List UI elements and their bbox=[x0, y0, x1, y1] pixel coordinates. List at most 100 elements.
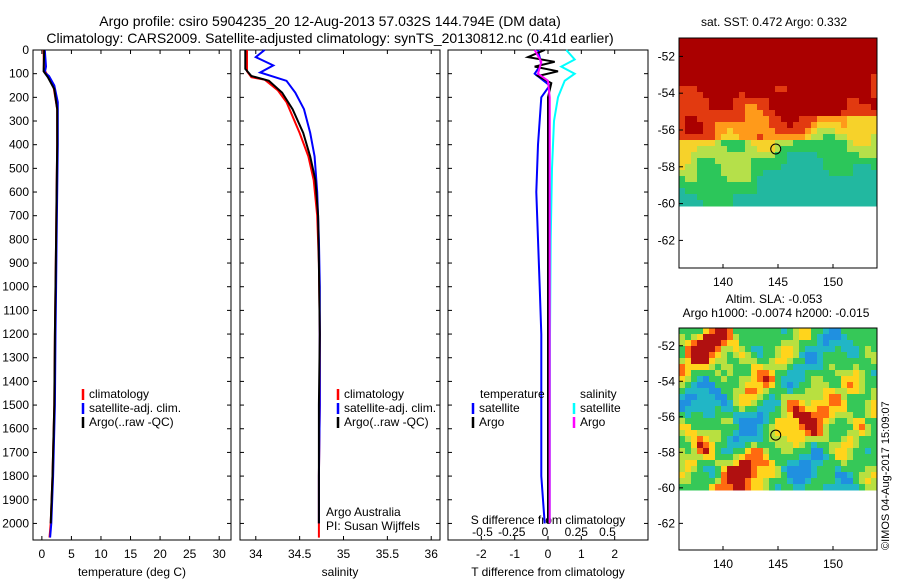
map-cell bbox=[871, 68, 878, 75]
map-cell bbox=[841, 394, 848, 401]
map-cell bbox=[787, 394, 794, 401]
map-cell bbox=[793, 412, 800, 419]
map-cell bbox=[697, 134, 704, 141]
map-cell bbox=[757, 146, 764, 153]
map-cell bbox=[757, 376, 764, 383]
map-cell bbox=[865, 358, 872, 365]
map-cell bbox=[685, 68, 692, 75]
map-cell bbox=[799, 110, 806, 117]
map-cell bbox=[841, 44, 848, 51]
map-cell bbox=[835, 418, 842, 425]
map-cell bbox=[715, 460, 722, 467]
map-cell bbox=[829, 170, 836, 177]
map-cell bbox=[823, 328, 830, 335]
map-cell bbox=[739, 158, 746, 165]
map-cell bbox=[775, 170, 782, 177]
map-cell bbox=[685, 92, 692, 99]
map-cell bbox=[679, 460, 686, 467]
map-cell bbox=[787, 454, 794, 461]
map-cell bbox=[781, 388, 788, 395]
map-cell bbox=[751, 158, 758, 165]
map-cell bbox=[859, 484, 866, 491]
map-cell bbox=[805, 74, 812, 81]
map-cell bbox=[805, 194, 812, 201]
map-cell bbox=[709, 358, 716, 365]
map-cell bbox=[865, 472, 872, 479]
map-cell bbox=[757, 128, 764, 135]
map-cell bbox=[829, 382, 836, 389]
map-cell bbox=[709, 164, 716, 171]
map-cell bbox=[799, 98, 806, 105]
map-cell bbox=[685, 38, 692, 45]
map-cell bbox=[697, 44, 704, 51]
map-cell bbox=[835, 80, 842, 87]
map-cell bbox=[757, 44, 764, 51]
map-cell bbox=[787, 352, 794, 359]
map-cell bbox=[751, 62, 758, 69]
map-cell bbox=[703, 134, 710, 141]
map-cell bbox=[691, 86, 698, 93]
map-cell bbox=[757, 164, 764, 171]
map-cell bbox=[691, 38, 698, 45]
map-cell bbox=[733, 62, 740, 69]
map-cell bbox=[865, 146, 872, 153]
map-cell bbox=[793, 134, 800, 141]
y-tick-label: -62 bbox=[658, 516, 676, 530]
map-cell bbox=[703, 478, 710, 485]
map-cell bbox=[685, 56, 692, 63]
map-cell bbox=[823, 44, 830, 51]
map-cell bbox=[757, 484, 764, 491]
map-cell bbox=[685, 418, 692, 425]
argo-position-marker bbox=[770, 429, 782, 441]
map-cell bbox=[853, 454, 860, 461]
map-cell bbox=[727, 382, 734, 389]
map-cell bbox=[853, 158, 860, 165]
map-cell bbox=[733, 158, 740, 165]
map-cell bbox=[853, 352, 860, 359]
map-cell bbox=[769, 442, 776, 449]
map-cell bbox=[835, 128, 842, 135]
map-cell bbox=[721, 104, 728, 111]
map-cell bbox=[745, 170, 752, 177]
map-cell bbox=[733, 182, 740, 189]
map-cell bbox=[811, 164, 818, 171]
map-cell bbox=[769, 424, 776, 431]
x-tick-label: -1 bbox=[509, 547, 520, 561]
series-line bbox=[548, 49, 577, 524]
map-cell bbox=[739, 62, 746, 69]
map-cell bbox=[733, 194, 740, 201]
map-cell bbox=[721, 152, 728, 159]
map-cell bbox=[823, 454, 830, 461]
map-cell bbox=[787, 146, 794, 153]
x-tick-label: 15 bbox=[124, 547, 138, 561]
map-cell bbox=[853, 448, 860, 455]
map-cell bbox=[787, 376, 794, 383]
map-cell bbox=[757, 334, 764, 341]
map-cell bbox=[853, 176, 860, 183]
map-cell bbox=[709, 104, 716, 111]
map-cell bbox=[853, 104, 860, 111]
map-cell bbox=[739, 472, 746, 479]
map-cell bbox=[685, 400, 692, 407]
map-cell bbox=[775, 200, 782, 207]
map-cell bbox=[715, 418, 722, 425]
map-cell bbox=[805, 140, 812, 147]
map-cell bbox=[691, 484, 698, 491]
map-cell bbox=[733, 460, 740, 467]
map-cell bbox=[793, 140, 800, 147]
map-cell bbox=[709, 436, 716, 443]
map-cell bbox=[745, 164, 752, 171]
map-cell bbox=[679, 442, 686, 449]
map-cell bbox=[751, 418, 758, 425]
map-cell bbox=[691, 68, 698, 75]
map-cell bbox=[691, 340, 698, 347]
map-cell bbox=[769, 140, 776, 147]
map-cell bbox=[727, 424, 734, 431]
map-cell bbox=[859, 340, 866, 347]
x-tick-label: 34.5 bbox=[288, 547, 312, 561]
map-cell bbox=[733, 98, 740, 105]
map-cell bbox=[769, 388, 776, 395]
s-tick-label: -0.5 bbox=[472, 525, 493, 539]
map-cell bbox=[745, 194, 752, 201]
map-cell bbox=[847, 460, 854, 467]
